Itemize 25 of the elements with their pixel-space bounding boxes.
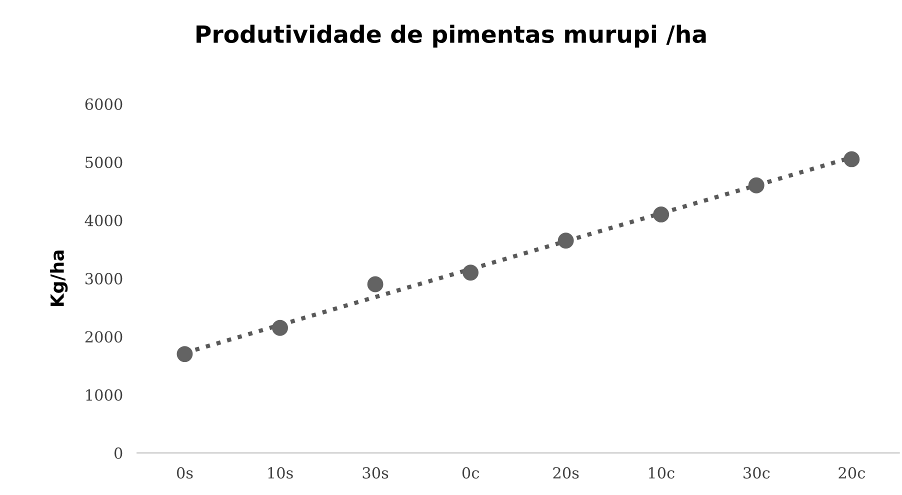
point: [272, 320, 288, 336]
point: [176, 346, 193, 362]
y-tick-label: 6000: [85, 98, 122, 110]
x-tick-label: 10s: [268, 467, 293, 479]
y-tick-label: 4000: [84, 214, 122, 226]
point: [748, 177, 764, 194]
x-tick-label: 30s: [362, 467, 388, 479]
point: [558, 232, 574, 249]
x-tick-label: 20c: [838, 467, 865, 479]
x-tick-label: 0s: [176, 467, 193, 479]
x-tick-label: 30c: [744, 467, 770, 479]
y-tick-label: 1000: [86, 389, 122, 401]
y-tick-label: 3000: [86, 272, 122, 284]
y-tick-label: 2000: [85, 331, 122, 343]
x-tick-label: 10c: [648, 467, 674, 479]
point: [462, 264, 479, 281]
chart-title: Produtividade de pimentas murupi /ha: [196, 24, 706, 48]
y-tick-label: 0: [114, 447, 122, 459]
y-axis-title: Kg/ha: [50, 250, 68, 306]
point: [367, 276, 384, 292]
point: [653, 206, 670, 222]
x-tick-label: 20s: [553, 467, 579, 479]
x-tick-label: 0c: [462, 467, 479, 479]
y-tick-label: 5000: [86, 156, 122, 168]
point: [844, 151, 860, 168]
